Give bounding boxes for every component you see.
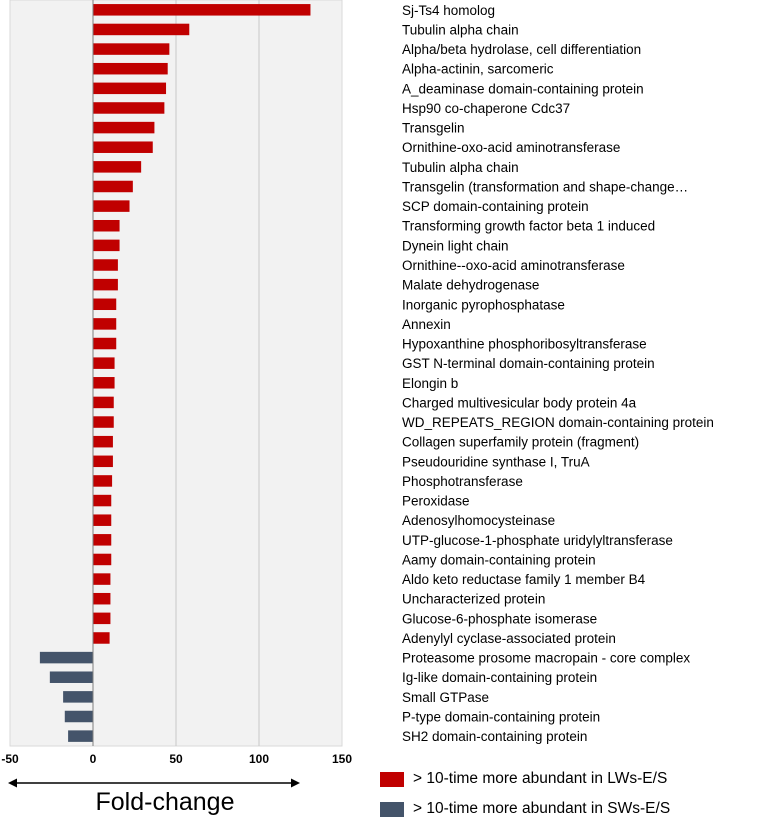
bar: [63, 691, 93, 703]
legend-label-sws: > 10-time more abundant in SWs-E/S: [413, 800, 671, 817]
bar: [93, 4, 311, 16]
bar: [39, 651, 93, 664]
bar: [93, 455, 113, 468]
category-label: Adenosylhomocysteinase: [402, 513, 555, 528]
category-label: Tubulin alpha chain: [402, 22, 519, 37]
category-label: Hypoxanthine phosphoribosyltransferase: [402, 337, 647, 352]
legend-item-sws: > 10-time more abundant in SWs-E/S: [380, 800, 670, 818]
legend-label-lws: > 10-time more abundant in LWs-E/S: [413, 770, 668, 787]
category-label: Pseudouridine synthase I, TruA: [402, 454, 590, 469]
bar-chart: -50 0 50 100 150 Sj-Ts4 homolog Tubulin alpha …: [1, 0, 714, 766]
bar: [93, 377, 115, 389]
category-label: Hsp90 co-chaperone Cdc37: [402, 101, 570, 116]
category-label: Small GTPase: [402, 690, 489, 705]
bar: [93, 534, 112, 546]
category-label: Alpha/beta hydrolase, cell differentiati…: [402, 42, 641, 57]
category-label: Glucose-6-phosphate isomerase: [402, 611, 597, 626]
legend-item-lws: > 10-time more abundant in LWs-E/S: [380, 770, 667, 788]
x-tick-label: 50: [169, 752, 183, 766]
category-label: Elongin b: [402, 376, 458, 391]
bar: [93, 475, 113, 487]
x-tick-label: 0: [90, 752, 97, 766]
bar: [68, 730, 93, 742]
bar: [93, 141, 153, 153]
category-label: Ig-like domain-containing protein: [402, 670, 597, 685]
bar: [93, 161, 142, 173]
fold-change-axis-arrow: [8, 778, 300, 788]
bar: [93, 357, 115, 369]
bar: [49, 671, 93, 683]
category-label: A_deaminase domain-containing protein: [402, 81, 644, 96]
bar: [93, 416, 114, 428]
category-label: SCP domain-containing protein: [402, 199, 589, 214]
bar: [93, 219, 120, 232]
x-tick-label: 150: [332, 752, 352, 766]
category-label: Ornithine--oxo-acid aminotransferase: [402, 258, 625, 273]
bar: [93, 298, 117, 311]
category-label: Ornithine-oxo-acid aminotransferase: [402, 140, 620, 155]
bar: [93, 592, 111, 605]
category-label: Tubulin alpha chain: [402, 160, 519, 175]
bar: [93, 396, 114, 409]
bar: [93, 121, 155, 134]
bar: [93, 102, 165, 114]
bar: [93, 259, 118, 271]
category-label: Adenylyl cyclase-associated protein: [402, 631, 616, 646]
category-label: Phosphotransferase: [402, 474, 523, 489]
bar: [93, 632, 110, 644]
bar: [93, 553, 112, 566]
category-label: Aldo keto reductase family 1 member B4: [402, 572, 646, 587]
legend-swatch-lws: [380, 771, 404, 787]
category-label: Sj-Ts4 homolog: [402, 3, 495, 18]
category-label: WD_REPEATS_REGION domain-containing prot…: [402, 415, 714, 430]
bar: [93, 612, 111, 625]
category-label: Malate dehydrogenase: [402, 278, 539, 293]
category-label: Annexin: [402, 317, 451, 332]
bar: [93, 573, 111, 585]
category-label: Collagen superfamily protein (fragment): [402, 435, 639, 450]
bar: [93, 435, 113, 448]
bar: [93, 200, 130, 212]
x-tick-label: 100: [249, 752, 269, 766]
category-label: Peroxidase: [402, 494, 470, 509]
bar: [93, 82, 167, 95]
category-label: Transgelin (transformation and shape-cha…: [402, 179, 688, 194]
bar: [93, 23, 190, 36]
category-label: UTP-glucose-1-phosphate uridylyltransfer…: [402, 533, 673, 548]
category-label: SH2 domain-containing protein: [402, 729, 587, 744]
category-label: Transforming growth factor beta 1 induce…: [402, 219, 655, 234]
category-label: Uncharacterized protein: [402, 592, 545, 607]
category-label: P-type domain-containing protein: [402, 709, 600, 724]
category-label: Inorganic pyrophosphatase: [402, 297, 565, 312]
bar: [93, 318, 117, 330]
bar: [93, 514, 112, 526]
category-label: Dynein light chain: [402, 238, 509, 253]
category-label: Aamy domain-containing protein: [402, 552, 596, 567]
bar: [93, 494, 112, 507]
bar: [93, 239, 120, 252]
bar: [64, 710, 93, 723]
category-label: Alpha-actinin, sarcomeric: [402, 62, 554, 77]
category-label: Transgelin: [402, 121, 465, 136]
category-label: GST N-terminal domain-containing protein: [402, 356, 655, 371]
bar: [93, 278, 118, 291]
bar: [93, 62, 168, 75]
category-label: Charged multivesicular body protein 4a: [402, 395, 637, 410]
category-label: Proteasome prosome macropain - core comp…: [402, 651, 690, 666]
legend-swatch-sws: [380, 801, 404, 817]
bar: [93, 43, 170, 55]
x-axis-title: Fold-change: [95, 788, 235, 816]
x-tick-label: -50: [1, 752, 19, 766]
bar: [93, 180, 133, 193]
bar: [93, 337, 117, 350]
